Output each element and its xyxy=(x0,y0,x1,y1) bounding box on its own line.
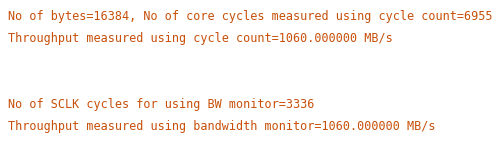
Text: No of bytes=16384, No of core cycles measured using cycle count=6955: No of bytes=16384, No of core cycles mea… xyxy=(8,10,493,23)
Text: No of SCLK cycles for using BW monitor=3336: No of SCLK cycles for using BW monitor=3… xyxy=(8,98,315,111)
Text: Throughput measured using bandwidth monitor=1060.000000 MB/s: Throughput measured using bandwidth moni… xyxy=(8,120,435,133)
Text: Throughput measured using cycle count=1060.000000 MB/s: Throughput measured using cycle count=10… xyxy=(8,32,393,45)
